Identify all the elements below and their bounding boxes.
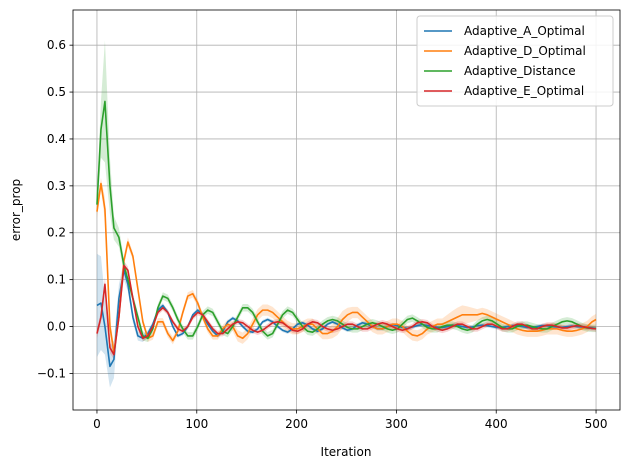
x-tick-label: 500 [585,417,608,431]
legend-box [416,15,614,107]
y-tick-label: 0.2 [47,226,66,240]
x-tick-label: 200 [285,417,308,431]
legend-label-2: Adaptive_D_Optimal [464,44,586,58]
y-tick-label: 0.4 [47,132,66,146]
x-tick-label: 300 [385,417,408,431]
x-axis: 0 100 200 300 400 500 [93,410,607,431]
series-band-2 [96,177,597,358]
x-tick-label: 0 [93,417,101,431]
y-tick-label: 0.1 [47,273,66,287]
legend: Adaptive_A_Optimal Adaptive_D_Optimal Adap… [416,15,614,107]
confidence-bands [96,40,597,388]
plot-frame [72,9,621,411]
legend-label-1: Adaptive_A_Optimal [464,24,585,38]
x-tick-label: 400 [485,417,508,431]
y-axis: −0.1 0.0 0.1 0.2 0.3 0.4 0.5 0.6 [37,38,73,380]
x-axis-title: Iteration [321,445,372,459]
x-tick-label: 100 [185,417,208,431]
y-axis-title: error_prop [9,179,23,241]
series-band-4 [96,260,597,360]
y-tick-label: 0.5 [47,85,66,99]
y-tick-label: −0.1 [37,366,66,380]
y-tick-label: 0.3 [47,179,66,193]
series-lines [96,100,597,368]
y-tick-label: 0.6 [47,38,66,52]
y-tick-label: 0.0 [47,320,66,334]
legend-label-3: Adaptive_Distance [464,64,576,78]
legend-label-4: Adaptive_E_Optimal [464,84,584,98]
series-line-4 [96,264,597,356]
